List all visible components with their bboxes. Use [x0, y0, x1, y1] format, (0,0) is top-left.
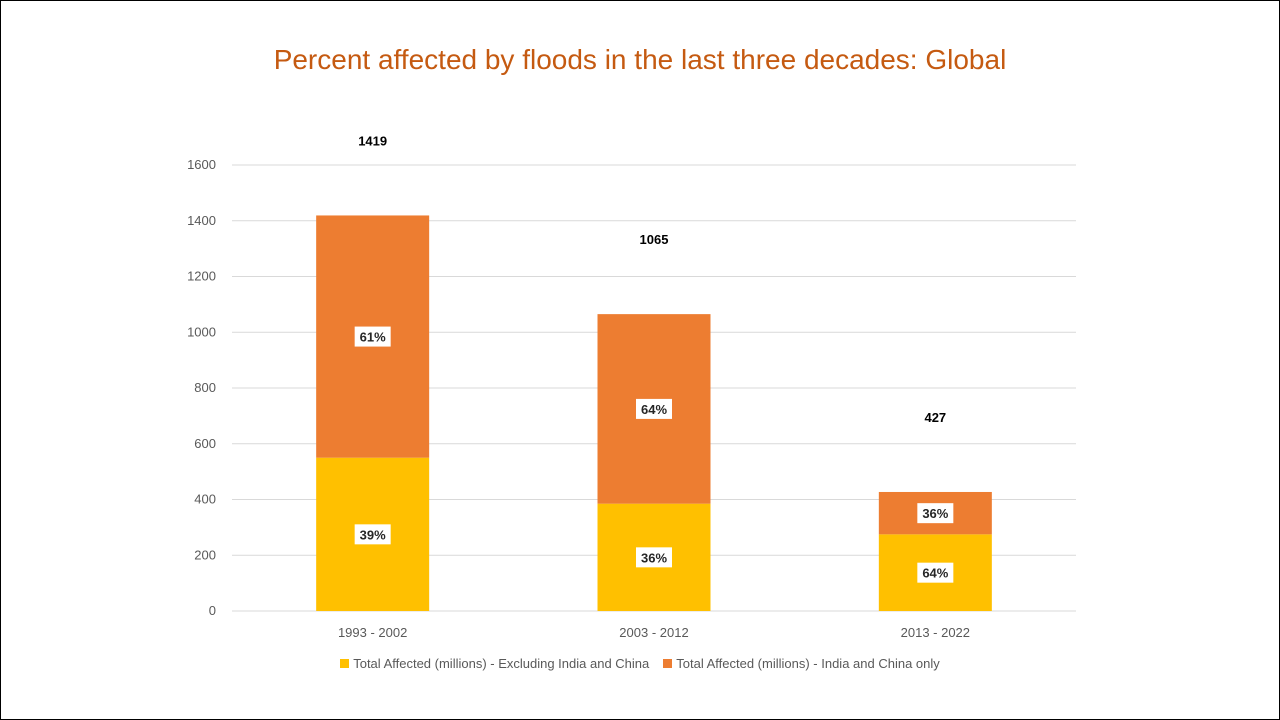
pct-label: 64% [922, 566, 948, 581]
bars [316, 215, 992, 611]
y-tick-label: 400 [194, 492, 216, 507]
legend-item-india-china: Total Affected (millions) - India and Ch… [663, 656, 940, 671]
legend: Total Affected (millions) - Excluding In… [0, 656, 1280, 671]
legend-label-excluding: Total Affected (millions) - Excluding In… [353, 656, 650, 671]
pct-label: 36% [922, 506, 948, 521]
y-tick-label: 1600 [187, 157, 216, 172]
legend-swatch-excluding [340, 659, 350, 668]
x-axis-ticks: 1993 - 2002 2003 - 2012 2013 - 2022 [338, 625, 970, 640]
pct-label-box [917, 562, 954, 583]
legend-label-india-china: Total Affected (millions) - India and Ch… [676, 656, 940, 671]
x-tick-label: 2003 - 2012 [619, 625, 688, 640]
x-tick-label: 2013 - 2022 [901, 625, 970, 640]
pct-label: 64% [641, 402, 667, 417]
x-tick-label: 1993 - 2002 [338, 625, 407, 640]
y-tick-label: 200 [194, 547, 216, 562]
data-labels: 39% 61% 1419 36% 64% 1065 64% 36% 427 [354, 133, 954, 583]
y-tick-label: 0 [209, 603, 216, 618]
pct-label: 61% [360, 330, 386, 345]
pct-label-box [917, 503, 954, 524]
chart-title: Percent affected by floods in the last t… [273, 44, 1007, 75]
pct-label-box [354, 524, 391, 545]
legend-swatch-india-china [663, 659, 673, 668]
y-tick-label: 1000 [187, 324, 216, 339]
pct-label-box [354, 326, 391, 347]
pct-label-box [636, 547, 672, 568]
y-axis-ticks: 0 200 400 600 800 1000 1200 1400 1600 [187, 157, 216, 618]
pct-label: 36% [641, 550, 667, 565]
total-label: 1419 [358, 133, 387, 148]
pct-label-box [636, 398, 672, 419]
y-tick-label: 1200 [187, 269, 216, 284]
pct-label: 39% [360, 527, 386, 542]
y-tick-label: 800 [194, 380, 216, 395]
y-tick-label: 1400 [187, 213, 216, 228]
legend-item-excluding: Total Affected (millions) - Excluding In… [340, 656, 649, 671]
total-label: 427 [924, 410, 946, 425]
total-label: 1065 [640, 232, 669, 247]
y-tick-label: 600 [194, 436, 216, 451]
